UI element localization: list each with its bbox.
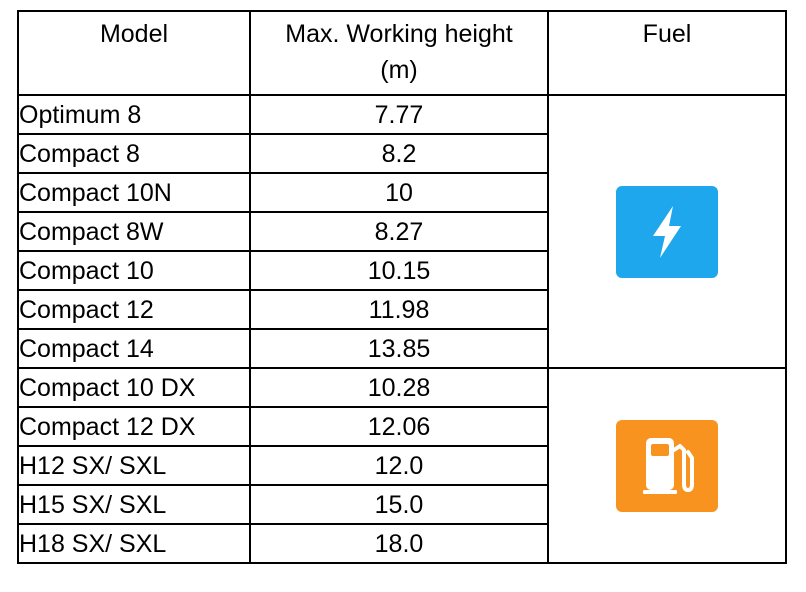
model-cell: Compact 8W — [17, 211, 251, 252]
table-row: Optimum 8 7.77 — [17, 94, 787, 369]
header-height-label: Max. Working height — [285, 20, 513, 48]
header-height-unit: (m) — [380, 56, 418, 84]
model-cell: Compact 14 — [17, 328, 251, 369]
machine-spec-table: Model Max. Working height (m) Fuel Optim… — [17, 10, 787, 564]
header-row: Model Max. Working height (m) Fuel — [17, 10, 787, 96]
model-cell: Compact 12 DX — [17, 406, 251, 447]
table-row: Compact 12 11.98 — [17, 289, 786, 330]
height-cell: 8.27 — [249, 211, 549, 252]
model-cell: Compact 10 DX — [17, 367, 251, 408]
table-row: Compact 10N 10 — [17, 172, 786, 213]
height-cell: 11.98 — [249, 289, 549, 330]
model-cell: H12 SX/ SXL — [17, 445, 251, 486]
header-fuel: Fuel — [547, 10, 787, 96]
table-row: H12 SX/ SXL 12.0 — [17, 445, 786, 486]
table-row: Compact 8 8.2 — [17, 133, 786, 174]
header-model: Model — [17, 10, 251, 96]
table-row: H15 SX/ SXL 15.0 — [17, 484, 786, 525]
height-cell: 8.2 — [249, 133, 549, 174]
table-row: Compact 12 DX 12.06 — [17, 406, 786, 447]
height-cell: 7.77 — [249, 94, 549, 135]
table-row: Compact 10 10.15 — [17, 250, 786, 291]
table-row: Compact 10 DX 10.28 — [17, 367, 787, 564]
table-row: H18 SX/ SXL 18.0 — [17, 523, 786, 564]
table-row: Compact 8W 8.27 — [17, 211, 786, 252]
height-cell: 18.0 — [249, 523, 549, 564]
model-cell: Compact 12 — [17, 289, 251, 330]
fuel-pump-icon — [616, 419, 718, 512]
height-cell: 10 — [249, 172, 549, 213]
height-cell: 12.06 — [249, 406, 549, 447]
model-cell: Compact 10N — [17, 172, 251, 213]
fuel-cell-electric — [547, 94, 787, 369]
table-row: Compact 14 13.85 — [17, 328, 786, 369]
model-cell: Compact 10 — [17, 250, 251, 291]
electric-lightning-icon — [616, 185, 718, 278]
model-cell: H15 SX/ SXL — [17, 484, 251, 525]
model-cell: Optimum 8 — [17, 94, 251, 135]
height-cell: 10.28 — [249, 367, 549, 408]
height-cell: 13.85 — [249, 328, 549, 369]
model-cell: H18 SX/ SXL — [17, 523, 251, 564]
height-cell: 12.0 — [249, 445, 549, 486]
header-max-working-height: Max. Working height (m) — [249, 10, 549, 96]
fuel-cell-diesel — [547, 367, 787, 564]
height-cell: 10.15 — [249, 250, 549, 291]
model-cell: Compact 8 — [17, 133, 251, 174]
height-cell: 15.0 — [249, 484, 549, 525]
